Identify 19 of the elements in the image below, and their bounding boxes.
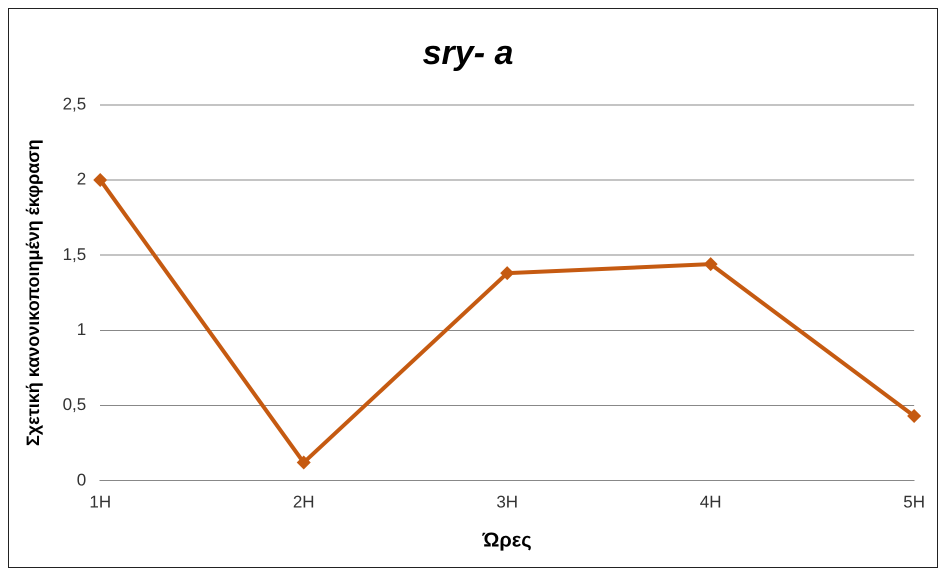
y-tick-label: 1,5 (62, 244, 86, 264)
x-tick-label: 2H (292, 492, 315, 512)
point (93, 172, 108, 187)
y-axis-title: Σχετική κανονικοποιημένη έκφραση (22, 139, 43, 446)
x-tick-label: 3H (496, 492, 518, 512)
y-tick-label: 1 (76, 320, 86, 339)
x-tick-label: 5H (903, 492, 925, 512)
y-tick-label: 2,5 (62, 94, 86, 114)
point (500, 266, 514, 280)
point (704, 257, 718, 272)
y-tick-label: 0 (76, 470, 86, 490)
point (296, 456, 311, 470)
x-tick-label: 1H (89, 492, 112, 512)
point (907, 408, 922, 423)
x-axis-title: Ώρες (482, 530, 532, 552)
x-tick-label: 4H (700, 492, 722, 512)
y-tick-label: 2 (76, 170, 86, 189)
chart-title: sry- a (422, 34, 514, 72)
y-tick-label: 0,5 (62, 395, 86, 414)
